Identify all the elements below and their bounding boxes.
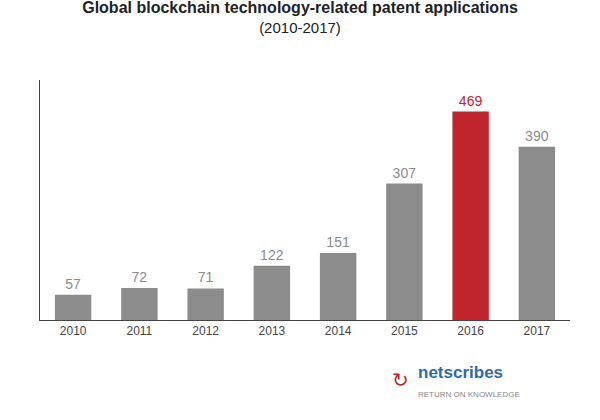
svg-text:2011: 2011 bbox=[126, 324, 152, 338]
svg-text:2016: 2016 bbox=[457, 324, 484, 338]
svg-text:469: 469 bbox=[459, 93, 483, 109]
svg-text:390: 390 bbox=[525, 128, 549, 144]
svg-text:151: 151 bbox=[326, 234, 350, 250]
svg-text:2010: 2010 bbox=[60, 324, 87, 338]
svg-text:2017: 2017 bbox=[524, 324, 551, 338]
svg-text:2014: 2014 bbox=[325, 324, 352, 338]
svg-text:2015: 2015 bbox=[391, 324, 418, 338]
svg-text:RETURN ON KNOWLEDGE: RETURN ON KNOWLEDGE bbox=[418, 390, 520, 399]
svg-text:2012: 2012 bbox=[192, 324, 219, 338]
svg-text:72: 72 bbox=[131, 269, 147, 285]
svg-text:netscribes: netscribes bbox=[418, 363, 503, 382]
svg-text:2013: 2013 bbox=[259, 324, 286, 338]
svg-text:57: 57 bbox=[65, 276, 81, 292]
svg-text:307: 307 bbox=[393, 165, 417, 181]
svg-text:Global blockchain technology-r: Global blockchain technology-related pat… bbox=[82, 0, 518, 36]
svg-text:↻: ↻ bbox=[392, 369, 409, 391]
svg-text:71: 71 bbox=[198, 269, 214, 285]
svg-text:122: 122 bbox=[260, 247, 284, 263]
